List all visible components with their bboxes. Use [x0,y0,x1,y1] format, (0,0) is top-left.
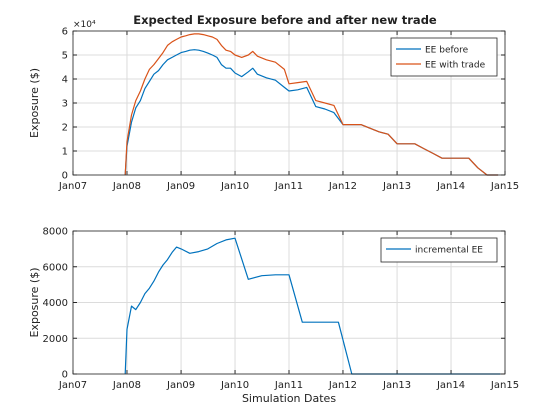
x-axis-label: Simulation Dates [242,392,336,405]
axes-box [72,30,506,176]
x-tick-label: Jan10 [220,380,249,391]
legend-box [380,237,498,263]
y-tick-label: 6 [62,27,68,38]
series-line-incremental-ee [124,237,501,375]
y-axis-label: Exposure ($) [28,267,41,337]
y-tick-label: 0 [62,370,68,381]
legend-label: incremental EE [415,246,483,256]
x-tick-label: Jan07 [58,181,87,192]
legend-box [390,37,498,77]
x-tick-label: Jan14 [436,380,465,391]
x-tick-label: Jan13 [382,380,411,391]
y-tick-label: 6000 [43,262,68,273]
x-tick-label: Jan08 [112,181,141,192]
legend: incremental EE [380,237,498,263]
x-tick-label: Jan15 [490,181,519,192]
chart-title: Expected Exposure before and after new t… [133,13,437,27]
x-tick-label: Jan12 [328,380,357,391]
y-tick-label: 0 [62,171,68,182]
x-tick-label: Jan15 [490,380,519,391]
axes-box [72,230,506,375]
bottom-plot: Jan07 Jan08 Jan09 Jan10 Jan11 Jan12 Jan13 Jan14… [28,227,519,392]
series-line-ee-with-trade [124,33,499,176]
legend: EE before EE with trade [390,37,498,77]
x-tick-label: Jan12 [328,181,357,192]
legend-label: EE before [425,46,469,56]
y-tick-label: 2 [62,123,68,134]
x-tick-label: Jan14 [436,181,465,192]
y-axis-label: Exposure ($) [28,68,41,138]
x-tick-label: Jan13 [382,181,411,192]
y-exponent-label: ×10⁴ [73,20,96,30]
x-tick-label: Jan08 [112,380,141,391]
x-tick-label: Jan10 [220,181,249,192]
y-tick-label: 1 [62,147,68,158]
x-tick-label: Jan07 [58,380,87,391]
y-tick-label: 4000 [43,298,68,309]
y-tick-label: 2000 [43,334,68,345]
y-tick-label: 8000 [43,227,68,238]
legend-label: EE with trade [425,61,486,71]
x-tick-label: Jan09 [166,380,195,391]
x-tick-label: Jan11 [274,181,303,192]
y-tick-label: 3 [62,99,68,110]
top-plot: Jan07 Jan08 Jan09 Jan10 Jan11 Jan12 Jan13 Jan14… [28,27,519,193]
y-tick-label: 4 [62,75,68,86]
x-tick-label: Jan11 [274,380,303,391]
x-tick-label: Jan09 [166,181,195,192]
y-tick-label: 5 [62,51,68,62]
